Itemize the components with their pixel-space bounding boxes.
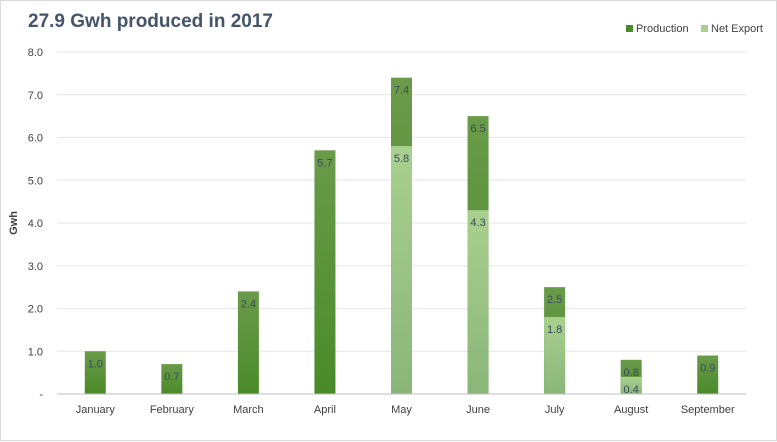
y-tick-label: 2.0	[28, 304, 43, 316]
y-tick-label: 4.0	[28, 218, 43, 230]
x-tick-label: January	[76, 404, 116, 416]
axes: - 1.0 2.0 3.0 4.0 5.0 6.0 7.0 8.0 Gwh January Febru…	[8, 47, 746, 416]
y-tick-label: 7.0	[28, 90, 43, 102]
x-tick-label: April	[314, 404, 336, 416]
legend-label-production: Production	[636, 23, 689, 35]
data-label-production: 2.4	[241, 298, 256, 310]
data-label-net-export: 0.4	[624, 384, 639, 396]
data-label-production: 0.7	[164, 371, 179, 383]
data-label-net-export: 1.8	[547, 324, 562, 336]
y-tick-label: 1.0	[28, 346, 43, 358]
bar-production-april	[314, 150, 336, 394]
y-axis-title: Gwh	[8, 211, 20, 235]
legend-swatch-production	[626, 25, 633, 32]
data-label-production: 5.7	[317, 157, 332, 169]
y-tick-label: 3.0	[28, 261, 43, 273]
data-label-net-export: 4.3	[470, 217, 485, 229]
data-label-production: 1.0	[88, 358, 103, 370]
y-tick-label: 8.0	[28, 47, 43, 59]
legend: Production Net Export	[626, 23, 763, 35]
data-label-production: 0.8	[624, 367, 639, 379]
x-tick-label: March	[233, 404, 264, 416]
bar-production-february	[161, 364, 183, 394]
data-label-production: 7.4	[394, 85, 409, 97]
bar-production-march	[237, 291, 259, 394]
chart-title: 27.9 Gwh produced in 2017	[28, 11, 273, 32]
data-label-production: 0.9	[700, 363, 715, 375]
x-tick-label: July	[545, 404, 565, 416]
data-label-production: 2.5	[547, 294, 562, 306]
x-tick-label: May	[391, 404, 412, 416]
y-tick-label: 5.0	[28, 175, 43, 187]
data-label-production: 6.5	[470, 123, 485, 135]
x-tick-label: September	[681, 404, 735, 416]
bar-net-export-may	[391, 146, 412, 394]
bar-production-january	[84, 351, 106, 394]
data-labels: 1.0 0.7 2.4 5.7 7.4 5.8 6.5 4.3 2.5 1.8 0.8 0.4 0.9	[88, 85, 716, 396]
y-tick-label: 6.0	[28, 133, 43, 145]
legend-swatch-net-export	[701, 25, 708, 32]
data-label-net-export: 5.8	[394, 153, 409, 165]
bar-net-export-june	[467, 210, 489, 394]
bar-net-export-july	[544, 317, 566, 394]
bars	[84, 77, 719, 395]
bar-net-export-august	[620, 376, 642, 394]
x-tick-label: June	[466, 404, 490, 416]
y-tick-label: -	[39, 389, 43, 401]
x-tick-label: February	[150, 404, 195, 416]
legend-label-net-export: Net Export	[711, 23, 763, 35]
x-tick-label: August	[614, 404, 648, 416]
bar-production-september	[697, 355, 719, 394]
